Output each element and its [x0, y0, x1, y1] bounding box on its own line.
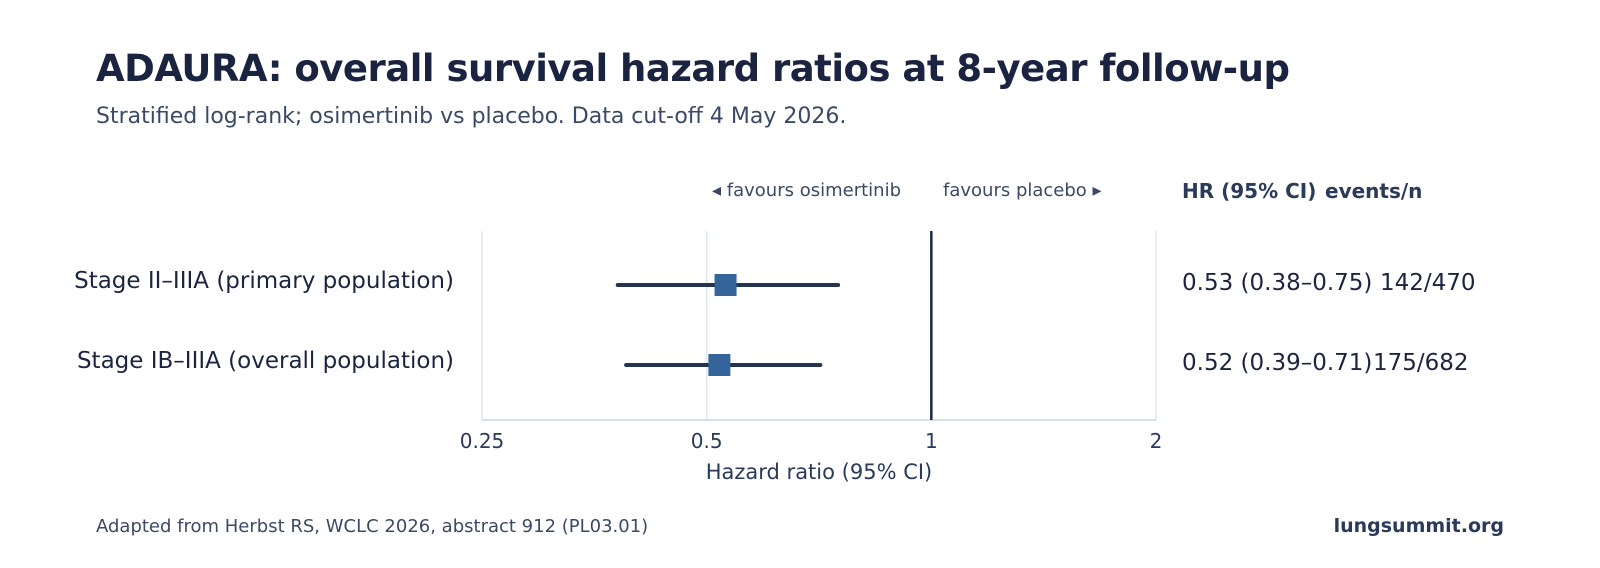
row-label-stage-ii-iiia: Stage II–IIIA (primary population)	[74, 268, 454, 294]
row-events-stage-ib-iiia: 175/682	[1373, 350, 1469, 376]
x-tick-label-0: 0.25	[460, 429, 505, 453]
source-footnote: Adapted from Herbst RS, WCLC 2026, abstr…	[96, 516, 649, 537]
x-axis-title: Hazard ratio (95% CI)	[706, 460, 933, 484]
chart-title: ADAURA: overall survival hazard ratios a…	[96, 47, 1290, 90]
x-tick-label-3: 2	[1150, 429, 1163, 453]
x-tick-label-1: 0.5	[691, 429, 723, 453]
hr-marker-row-0	[714, 274, 737, 296]
column-header-hr: HR (95% CI)	[1182, 179, 1317, 203]
row-events-stage-ii-iiia: 142/470	[1380, 270, 1476, 296]
hr-marker-row-1	[708, 354, 731, 376]
favours-left-label: ◂ favours osimertinib	[712, 180, 901, 201]
favours-right-label: favours placebo ▸	[943, 180, 1102, 201]
x-tick-label-2: 1	[925, 429, 938, 453]
brand-link[interactable]: lungsummit.org	[1333, 515, 1504, 537]
row-hr-stage-ii-iiia: 0.53 (0.38–0.75)	[1182, 270, 1373, 296]
row-label-stage-ib-iiia: Stage IB–IIIA (overall population)	[76, 348, 454, 374]
chart-subtitle: Stratified log-rank; osimertinib vs plac…	[96, 104, 847, 129]
column-header-events: events/n	[1325, 179, 1423, 203]
row-hr-stage-ib-iiia: 0.52 (0.39–0.71)	[1182, 350, 1373, 376]
